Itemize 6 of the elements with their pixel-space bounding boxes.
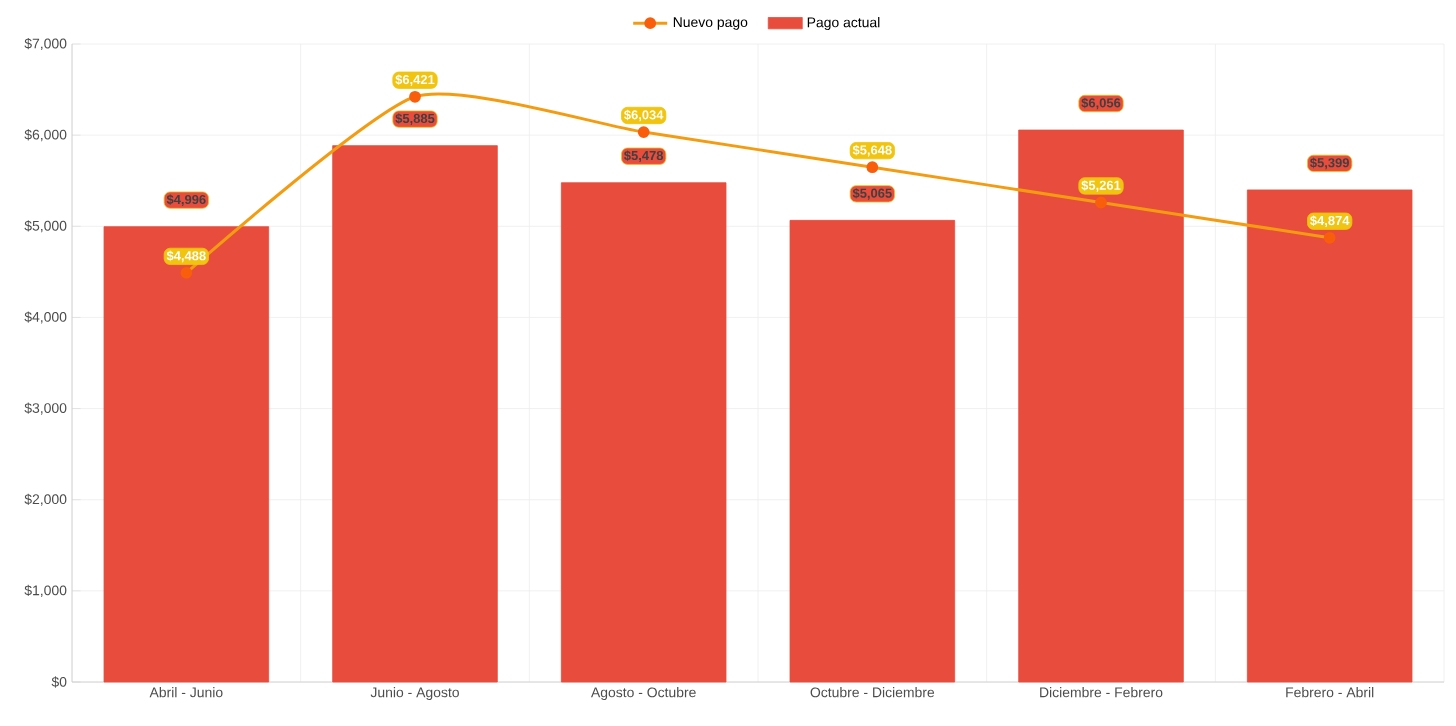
bar — [560, 182, 727, 683]
bar — [103, 226, 270, 683]
bar — [332, 145, 498, 683]
bar — [1018, 129, 1184, 683]
bar — [1246, 189, 1413, 683]
bar — [789, 219, 956, 683]
